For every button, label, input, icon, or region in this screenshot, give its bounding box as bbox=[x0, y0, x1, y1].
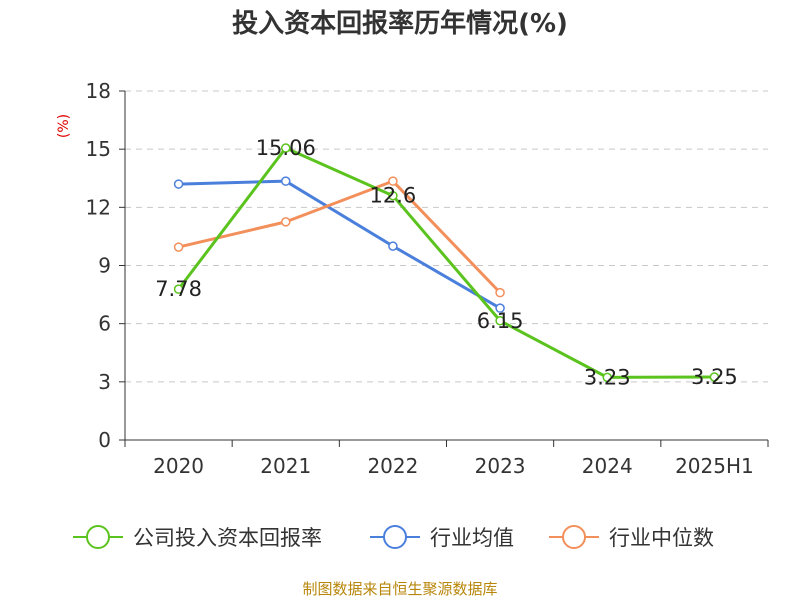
data-labels: 7.78 15.06 12.6 6.15 3.23 3.25 bbox=[155, 136, 738, 389]
data-point bbox=[388, 241, 398, 251]
x-tick-label: 2025H1 bbox=[675, 454, 754, 478]
x-tick-label: 2023 bbox=[475, 454, 526, 478]
x-tick-label: 2022 bbox=[367, 454, 418, 478]
y-tick-label: 0 bbox=[98, 428, 111, 452]
data-point bbox=[495, 316, 505, 326]
legend-label: 公司投入资本回报率 bbox=[133, 526, 322, 550]
data-point bbox=[281, 217, 291, 227]
data-label: 12.6 bbox=[370, 184, 417, 208]
series-line bbox=[177, 146, 715, 379]
y-tick-label: 6 bbox=[98, 312, 111, 336]
data-label: 15.06 bbox=[256, 136, 316, 160]
legend-item-0: 公司投入资本回报率 bbox=[73, 525, 322, 550]
data-label: 3.23 bbox=[584, 365, 631, 389]
y-tick-label: 9 bbox=[98, 254, 111, 278]
data-point bbox=[173, 179, 184, 189]
data-point bbox=[388, 190, 398, 201]
data-point bbox=[495, 303, 505, 313]
series-0 bbox=[173, 143, 720, 383]
grid-lines bbox=[125, 90, 768, 383]
legend-item-2: 行业中位数 bbox=[549, 525, 714, 550]
series-line bbox=[178, 179, 502, 294]
y-axis-label: (%) bbox=[56, 114, 72, 138]
x-tick-label: 2020 bbox=[153, 454, 204, 478]
data-point bbox=[388, 176, 398, 186]
series bbox=[173, 143, 720, 383]
legend: 公司投入资本回报率 行业均值 行业中位数 bbox=[73, 525, 714, 550]
series-2 bbox=[173, 176, 505, 298]
data-label: 3.25 bbox=[691, 365, 738, 389]
y-tick-label: 3 bbox=[98, 370, 111, 394]
legend-marker bbox=[562, 525, 586, 549]
x-tick-label: 2024 bbox=[582, 454, 633, 478]
data-label: 7.78 bbox=[155, 277, 202, 301]
source-note: 制图数据来自恒生聚源数据库 bbox=[302, 580, 497, 598]
y-tick-label: 18 bbox=[86, 79, 111, 103]
legend-marker bbox=[86, 525, 110, 549]
data-point bbox=[173, 242, 184, 252]
data-point bbox=[281, 176, 291, 186]
data-point bbox=[173, 284, 184, 294]
data-point bbox=[495, 287, 505, 298]
series-line bbox=[178, 179, 501, 310]
data-point bbox=[602, 372, 612, 383]
data-label: 6.15 bbox=[477, 309, 524, 333]
y-tick-label: 15 bbox=[86, 137, 111, 161]
legend-item-1: 行业均值 bbox=[370, 525, 514, 550]
x-tick-label: 2021 bbox=[260, 454, 311, 478]
data-point bbox=[709, 372, 720, 382]
chart-title: 投入资本回报率历年情况(%) bbox=[232, 8, 568, 39]
axes: 0 3 6 9 12 15 18 2020 2021 2022 2023 2024 2025H1 bbox=[86, 79, 769, 478]
series-1 bbox=[173, 176, 505, 313]
legend-marker bbox=[383, 525, 407, 549]
legend-label: 行业中位数 bbox=[609, 526, 714, 550]
y-tick-label: 12 bbox=[86, 195, 111, 219]
legend-label: 行业均值 bbox=[430, 526, 514, 550]
data-point bbox=[281, 143, 291, 153]
